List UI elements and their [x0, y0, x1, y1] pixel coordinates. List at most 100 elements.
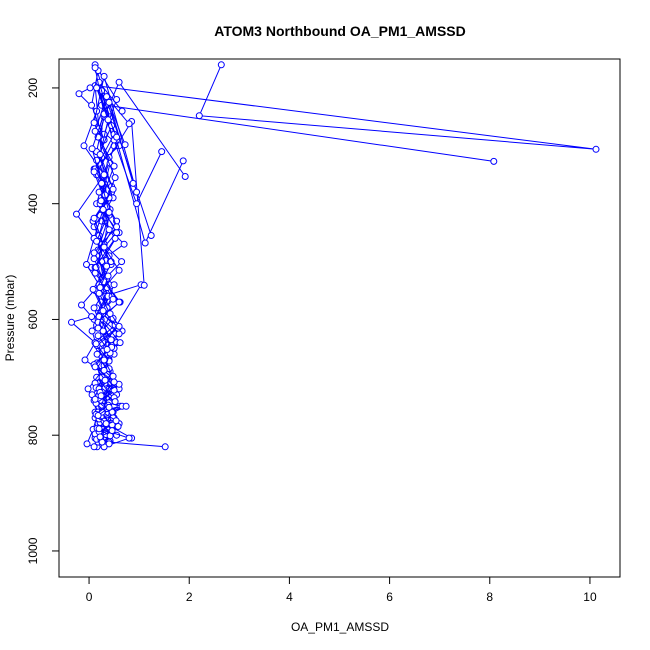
- x-tick-label: 2: [186, 590, 193, 604]
- x-tick-label: 8: [486, 590, 493, 604]
- data-point: [96, 151, 104, 158]
- data-point: [91, 395, 99, 403]
- data-point: [88, 327, 96, 335]
- data-point: [90, 119, 98, 127]
- x-axis-label: OA_PM1_AMSSD: [291, 620, 389, 634]
- data-point: [115, 330, 123, 338]
- data-point: [129, 179, 137, 187]
- data-point: [88, 101, 96, 109]
- data-point: [98, 179, 106, 187]
- data-point: [104, 116, 112, 124]
- data-point: [78, 301, 85, 309]
- data-point: [103, 346, 111, 353]
- data-point: [93, 84, 101, 92]
- series-line: [90, 104, 494, 448]
- data-point: [90, 168, 98, 176]
- data-point: [97, 392, 105, 400]
- data-point: [95, 78, 103, 86]
- series-layer: [68, 61, 600, 451]
- data-point: [115, 322, 123, 330]
- x-tick-label: 6: [386, 590, 393, 604]
- data-point: [86, 84, 94, 92]
- y-axis: 200 400 600 800 1000: [26, 78, 60, 564]
- x-tick-label: 4: [286, 590, 293, 604]
- data-point: [195, 112, 203, 120]
- data-point: [122, 402, 130, 410]
- data-point: [133, 200, 141, 208]
- data-point: [490, 157, 498, 165]
- data-point: [83, 261, 90, 268]
- data-point: [112, 417, 120, 425]
- data-point: [108, 427, 116, 435]
- data-point: [110, 162, 118, 170]
- data-point: [113, 133, 121, 141]
- data-point: [116, 339, 124, 347]
- data-point: [115, 78, 123, 86]
- x-axis: 0 2 4 6 8 10: [86, 576, 597, 604]
- data-point: [105, 440, 113, 448]
- data-point: [101, 376, 109, 384]
- data-point: [90, 443, 98, 451]
- data-point: [83, 440, 91, 448]
- data-point: [95, 289, 103, 297]
- data-point: [75, 90, 83, 98]
- data-point: [80, 142, 88, 150]
- data-point: [93, 237, 101, 245]
- y-tick-label: 800: [26, 425, 40, 445]
- data-point: [113, 96, 121, 103]
- data-point: [89, 285, 97, 293]
- data-point: [140, 281, 148, 289]
- y-axis-label: Pressure (mbar): [3, 275, 17, 362]
- data-point: [113, 229, 121, 237]
- data-point: [161, 443, 169, 451]
- data-point: [118, 258, 126, 266]
- data-point: [133, 188, 141, 196]
- data-point: [100, 243, 108, 251]
- data-point: [158, 148, 166, 156]
- data-point: [81, 356, 89, 364]
- data-point: [105, 208, 113, 216]
- data-point: [100, 366, 108, 374]
- data-point: [88, 145, 96, 153]
- data-point: [94, 332, 102, 340]
- data-point: [125, 120, 133, 128]
- data-point: [88, 313, 96, 321]
- data-point: [100, 356, 108, 364]
- y-tick-label: 200: [26, 78, 40, 98]
- data-point: [103, 262, 111, 270]
- data-point: [115, 298, 123, 306]
- data-point: [109, 185, 117, 193]
- data-point: [114, 423, 122, 430]
- data-point: [90, 304, 98, 312]
- data-point: [105, 403, 113, 411]
- data-point: [141, 239, 149, 247]
- data-point: [95, 425, 103, 433]
- data-point: [110, 378, 118, 386]
- data-point: [115, 266, 123, 274]
- data-point: [109, 295, 117, 303]
- data-point: [94, 412, 102, 419]
- data-point: [100, 72, 108, 80]
- data-point: [102, 420, 110, 428]
- data-point: [96, 433, 104, 441]
- data-point: [105, 226, 113, 234]
- x-tick-label: 0: [86, 590, 93, 604]
- data-point: [94, 324, 102, 332]
- series-2: [88, 101, 498, 451]
- data-point: [105, 98, 113, 106]
- data-point: [106, 310, 114, 318]
- y-tick-label: 400: [26, 193, 40, 213]
- data-point: [217, 61, 225, 69]
- data-point: [125, 434, 133, 442]
- data-point: [113, 223, 121, 231]
- data-point: [109, 372, 117, 380]
- data-point: [84, 385, 92, 393]
- data-point: [91, 363, 99, 371]
- y-tick-label: 600: [26, 309, 40, 329]
- series-16: [90, 84, 123, 441]
- series-line: [70, 87, 105, 448]
- data-point: [99, 327, 107, 335]
- data-point: [91, 64, 99, 72]
- data-point: [99, 307, 107, 315]
